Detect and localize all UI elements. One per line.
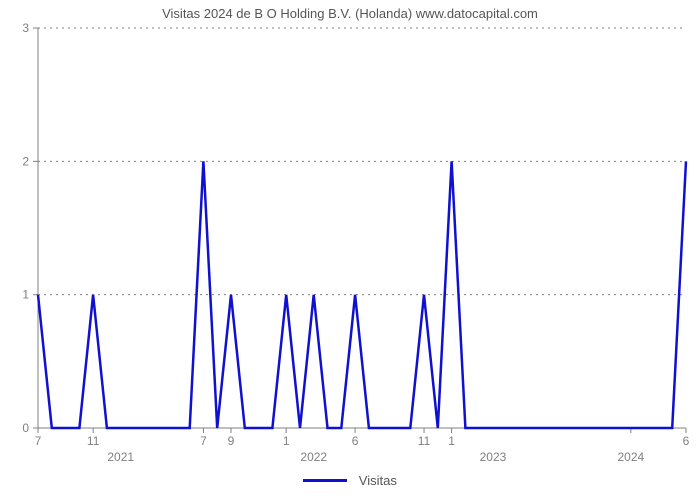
chart-container: { "chart": { "type": "line", "title": "V… [0, 0, 700, 500]
y-tick-label: 1 [22, 288, 29, 302]
x-tick-label: 11 [87, 434, 100, 448]
line-chart: 0123711791611162021202220232024 [0, 0, 700, 500]
x-tick-label: 1 [283, 434, 290, 448]
x-tick-label: 9 [228, 434, 235, 448]
legend-swatch [303, 479, 347, 482]
y-tick-label: 0 [22, 421, 29, 435]
x-tick-label: 7 [200, 434, 207, 448]
x-tick-label: 11 [418, 434, 431, 448]
x-tick-label: 7 [35, 434, 42, 448]
x-year-label: 2022 [300, 450, 327, 464]
x-tick-label: 1 [448, 434, 455, 448]
x-year-label: 2024 [617, 450, 644, 464]
x-year-label: 2021 [107, 450, 134, 464]
legend: Visitas [0, 472, 700, 488]
y-tick-label: 2 [22, 154, 29, 168]
x-year-label: 2023 [480, 450, 507, 464]
x-tick-label: 6 [683, 434, 690, 448]
legend-label: Visitas [359, 473, 397, 488]
x-tick-label: 6 [352, 434, 359, 448]
y-tick-label: 3 [22, 21, 29, 35]
